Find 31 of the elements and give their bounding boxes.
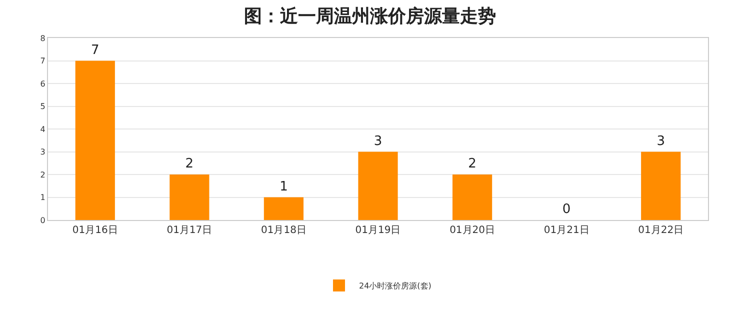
bar <box>358 152 398 220</box>
y-tick-label: 0 <box>40 216 46 225</box>
bar <box>75 60 115 220</box>
y-tick-label: 1 <box>40 193 46 202</box>
y-tick-label: 5 <box>40 102 46 112</box>
data-label: 3 <box>656 134 665 149</box>
bar <box>170 174 210 220</box>
data-label: 2 <box>468 156 476 172</box>
x-tick-label: 01月19日 <box>355 225 401 236</box>
x-tick-label: 01月21日 <box>544 225 590 236</box>
chart-title: 图：近一周温州涨价房源量走势 <box>244 6 496 27</box>
data-label: 2 <box>185 156 194 172</box>
data-label: 7 <box>91 42 100 58</box>
legend-label: 24小时涨价房源(套) <box>359 282 432 291</box>
y-tick-label: 6 <box>40 79 46 88</box>
data-label: 3 <box>374 134 382 149</box>
bar <box>641 152 681 220</box>
data-label: 0 <box>562 202 571 217</box>
x-tick-label: 01月18日 <box>260 225 306 236</box>
data-label: 1 <box>280 179 288 194</box>
x-tick-label: 01月16日 <box>72 225 118 236</box>
y-tick-label: 2 <box>40 170 46 180</box>
x-tick-label: 01月20日 <box>450 225 496 236</box>
x-tick-label: 01月17日 <box>166 225 212 236</box>
y-tick-label: 8 <box>40 34 46 43</box>
y-tick-label: 7 <box>40 56 46 66</box>
bar <box>452 174 492 220</box>
y-tick-label: 4 <box>40 124 46 134</box>
bar <box>264 197 304 220</box>
x-tick-label: 01月22日 <box>638 225 684 236</box>
y-tick-label: 3 <box>40 148 46 157</box>
